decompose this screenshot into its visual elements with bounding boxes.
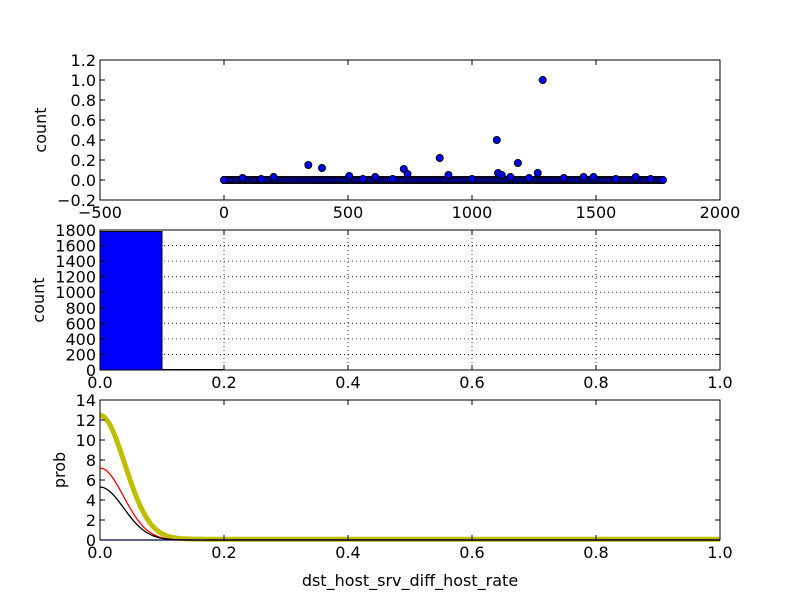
scatter-panel: −500 0 500 1000 1500 2000 −0.20.00.20.40.60.8… — [31, 51, 740, 222]
scatter-point — [525, 174, 534, 182]
scatter-x-tick-label: 500 — [333, 203, 364, 222]
density-x-tick-label: 0.6 — [459, 543, 484, 562]
scatter-point — [533, 169, 542, 177]
scatter-point — [611, 175, 620, 183]
density-y-tick-label: 12 — [76, 411, 96, 430]
histogram-axes-frame — [99, 229, 721, 371]
histogram-y-tick-label: 1800 — [55, 221, 96, 240]
scatter-point — [589, 173, 598, 181]
scatter-x-tick-label: −500 — [78, 203, 122, 222]
scatter-y-tick-label: 0.6 — [71, 111, 96, 130]
density-y-axis-label: prob — [50, 452, 69, 488]
scatter-point — [345, 172, 354, 180]
histogram-x-tick-label: 0.4 — [335, 373, 360, 392]
scatter-y-axis-label: count — [31, 107, 50, 152]
histogram-x-ticks: 0.0 0.2 0.4 0.6 0.8 1.0 — [87, 230, 733, 392]
scatter-x-tick-label: 1500 — [576, 203, 617, 222]
scatter-point — [317, 164, 326, 172]
density-y-tick-label: 0 — [86, 531, 96, 550]
scatter-point — [492, 136, 501, 144]
scatter-point — [631, 173, 640, 181]
histogram-y-tick-label: 0 — [86, 361, 96, 380]
scatter-point — [371, 173, 380, 181]
scatter-point — [388, 175, 397, 183]
histogram-grid — [100, 230, 720, 370]
scatter-x-tick-label: 0 — [219, 203, 229, 222]
histogram-y-tick-label: 1000 — [55, 283, 96, 302]
scatter-point — [497, 171, 506, 179]
density-y-tick-label: 2 — [86, 511, 96, 530]
scatter-point — [238, 174, 247, 182]
scatter-point — [538, 76, 547, 84]
density-y-tick-label: 6 — [86, 471, 96, 490]
density-x-tick-label: 0.8 — [583, 543, 608, 562]
density-x-tick-label: 0.0 — [87, 543, 112, 562]
scatter-y-tick-label: 1.2 — [71, 51, 96, 70]
histogram-bar — [99, 231, 163, 371]
scatter-point — [646, 175, 655, 183]
histogram-y-tick-label: 800 — [65, 299, 96, 318]
scatter-axes-frame — [99, 59, 721, 201]
density-y-tick-label: 14 — [76, 391, 96, 410]
scatter-point — [269, 173, 278, 181]
scatter-y-ticks: −0.20.00.20.40.60.81.01.2 — [57, 51, 720, 210]
scatter-point — [506, 173, 515, 181]
density-x-tick-label: 0.4 — [335, 543, 360, 562]
density-x-ticks: 0.0 0.2 0.4 0.6 0.8 1.0 — [87, 400, 733, 562]
histogram-y-tick-label: 1600 — [55, 237, 96, 256]
scatter-y-tick-label: 1.0 — [71, 71, 96, 90]
scatter-plot-area — [220, 76, 667, 184]
scatter-point — [444, 171, 453, 179]
scatter-point — [358, 175, 367, 183]
histogram-x-tick-label: 0.2 — [211, 373, 236, 392]
scatter-x-tick-label: 2000 — [700, 203, 741, 222]
histogram-panel: 0.0 0.2 0.4 0.6 0.8 1.0 020040060080010001200… — [29, 221, 733, 392]
scatter-y-tick-label: 0.8 — [71, 91, 96, 110]
scatter-y-tick-label: 0.4 — [71, 131, 96, 150]
histogram-y-tick-label: 200 — [65, 345, 96, 364]
scatter-point — [513, 159, 522, 167]
histogram-y-tick-label: 400 — [65, 330, 96, 349]
scatter-point — [435, 154, 444, 162]
density-series-line — [99, 412, 720, 542]
scatter-x-ticks: −500 0 500 1000 1500 2000 — [78, 60, 740, 222]
scatter-point — [220, 176, 228, 184]
density-y-tick-label: 4 — [86, 491, 96, 510]
scatter-y-tick-label: 0.0 — [71, 171, 96, 190]
histogram-x-tick-label: 0.0 — [87, 373, 112, 392]
scatter-point — [579, 173, 588, 181]
scatter-point — [304, 161, 313, 169]
histogram-y-tick-label: 1200 — [55, 268, 96, 287]
histogram-x-tick-label: 1.0 — [707, 373, 732, 392]
scatter-point — [468, 175, 476, 183]
scatter-point — [658, 176, 667, 184]
scatter-x-tick-label: 1000 — [452, 203, 493, 222]
density-y-tick-label: 10 — [76, 431, 96, 450]
histogram-y-axis-label: count — [29, 277, 48, 322]
histogram-y-tick-label: 600 — [65, 314, 96, 333]
histogram-y-tick-label: 1400 — [55, 252, 96, 271]
density-x-tick-label: 1.0 — [707, 543, 732, 562]
density-y-tick-label: 8 — [86, 451, 96, 470]
scatter-point — [257, 175, 266, 183]
density-x-tick-label: 0.2 — [211, 543, 236, 562]
density-x-axis-label: dst_host_srv_diff_host_rate — [302, 571, 518, 591]
histogram-x-tick-label: 0.8 — [583, 373, 608, 392]
histogram-x-tick-label: 0.6 — [459, 373, 484, 392]
scatter-y-tick-label: 0.2 — [71, 151, 96, 170]
scatter-point — [403, 170, 412, 178]
scatter-point — [559, 174, 568, 182]
scatter-y-tick-label: −0.2 — [57, 191, 96, 210]
density-axes-frame — [99, 399, 721, 541]
